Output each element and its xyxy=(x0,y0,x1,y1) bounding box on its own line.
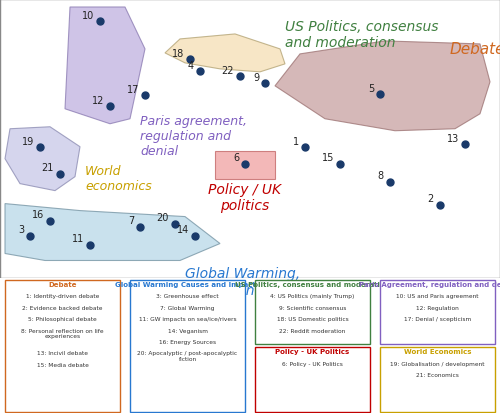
Text: 20: 20 xyxy=(156,213,169,223)
Text: 16: 16 xyxy=(32,210,44,220)
Text: 22: Reddit moderation: 22: Reddit moderation xyxy=(280,328,345,333)
Text: 5: Philosophical debate: 5: Philosophical debate xyxy=(28,316,97,321)
Text: 5: 5 xyxy=(368,83,374,93)
Text: 12: 12 xyxy=(92,95,104,105)
Text: 12: Regulation: 12: Regulation xyxy=(416,305,459,310)
Polygon shape xyxy=(275,42,490,131)
Text: 3: Greenhouse effect: 3: Greenhouse effect xyxy=(156,294,219,299)
Text: 13: 13 xyxy=(447,133,459,143)
Text: 11: 11 xyxy=(72,234,84,244)
Text: 19: 19 xyxy=(22,136,34,146)
FancyBboxPatch shape xyxy=(380,280,495,344)
Text: 14: 14 xyxy=(177,225,189,235)
Polygon shape xyxy=(165,35,285,73)
Text: 22: 22 xyxy=(222,66,234,76)
Text: 21: Economics: 21: Economics xyxy=(416,372,459,377)
Text: 4: 4 xyxy=(188,61,194,71)
Text: Paris agreement,
regulation and
denial: Paris agreement, regulation and denial xyxy=(140,114,247,157)
Text: World Economics: World Economics xyxy=(404,349,471,354)
Text: 7: 7 xyxy=(128,216,134,226)
Text: 1: 1 xyxy=(293,136,299,146)
Text: 8: Personal reflection on life
experiences: 8: Personal reflection on life experienc… xyxy=(21,328,104,339)
Text: 10: US and Paris agreement: 10: US and Paris agreement xyxy=(396,294,479,299)
Text: 10: 10 xyxy=(82,11,94,21)
FancyBboxPatch shape xyxy=(130,280,245,412)
Text: Policy / UK
politics: Policy / UK politics xyxy=(208,182,282,212)
Text: 14: Veganism: 14: Veganism xyxy=(168,328,207,333)
Text: 6: 6 xyxy=(233,153,239,163)
Text: 9: Scientific consensus: 9: Scientific consensus xyxy=(279,305,346,310)
Text: 17: 17 xyxy=(126,84,139,95)
Text: 16: Energy Sources: 16: Energy Sources xyxy=(159,339,216,344)
Text: 8: 8 xyxy=(378,171,384,181)
Text: 15: Media debate: 15: Media debate xyxy=(36,362,88,367)
Polygon shape xyxy=(215,151,275,179)
Text: 9: 9 xyxy=(253,72,259,83)
Text: US Politics, consensus
and moderation: US Politics, consensus and moderation xyxy=(285,20,438,50)
Text: 6: Policy - UK Politics: 6: Policy - UK Politics xyxy=(282,361,343,366)
Text: 18: US Domestic politics: 18: US Domestic politics xyxy=(276,316,348,321)
Text: Policy - UK Politics: Policy - UK Politics xyxy=(276,349,349,354)
Text: Debate: Debate xyxy=(48,282,77,287)
Polygon shape xyxy=(65,8,145,124)
Text: Paris Agreement, regulation and denial: Paris Agreement, regulation and denial xyxy=(359,282,500,287)
Text: 19: Globalisation / development: 19: Globalisation / development xyxy=(390,361,485,366)
Text: Debate: Debate xyxy=(450,42,500,57)
FancyBboxPatch shape xyxy=(255,347,370,412)
Text: 15: 15 xyxy=(322,153,334,163)
Text: 4: US Politics (mainly Trump): 4: US Politics (mainly Trump) xyxy=(270,294,354,299)
Polygon shape xyxy=(5,204,220,261)
Text: 20: Apocalyptic / post-apocalyptic
fiction: 20: Apocalyptic / post-apocalyptic ficti… xyxy=(138,351,237,361)
Text: Global Warming,
causes and impacts: Global Warming, causes and impacts xyxy=(185,267,322,297)
Text: 21: 21 xyxy=(42,163,54,173)
FancyBboxPatch shape xyxy=(5,280,120,412)
Text: Global Warming Causes and Impacts: Global Warming Causes and Impacts xyxy=(115,282,260,287)
Text: 13: Incivil debate: 13: Incivil debate xyxy=(37,351,88,356)
Text: World
economics: World economics xyxy=(85,164,152,192)
Text: 18: 18 xyxy=(172,49,184,59)
Text: 3: 3 xyxy=(18,225,24,235)
FancyBboxPatch shape xyxy=(255,280,370,344)
Text: 2: 2 xyxy=(428,194,434,204)
Text: US Politics, consensus and moderation: US Politics, consensus and moderation xyxy=(235,282,390,287)
Polygon shape xyxy=(5,128,80,191)
Text: 2: Evidence backed debate: 2: Evidence backed debate xyxy=(22,305,103,310)
Text: 7: Global Warming: 7: Global Warming xyxy=(160,305,214,310)
Text: 17: Denial / scepticism: 17: Denial / scepticism xyxy=(404,316,471,321)
Text: 11: GW impacts on sea/ice/rivers: 11: GW impacts on sea/ice/rivers xyxy=(138,316,236,321)
FancyBboxPatch shape xyxy=(380,347,495,412)
Text: 1: Identity-driven debate: 1: Identity-driven debate xyxy=(26,294,99,299)
